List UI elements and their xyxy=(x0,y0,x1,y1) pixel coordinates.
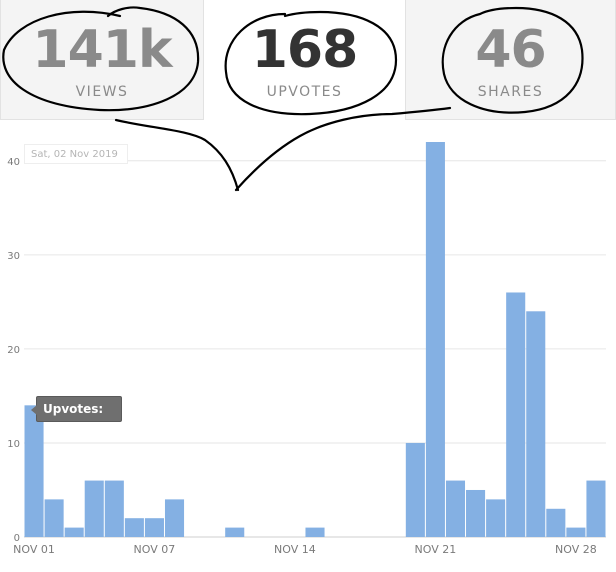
x-tick-label: NOV 21 xyxy=(415,543,457,556)
y-tick-label: 0 xyxy=(14,533,20,544)
upvotes-label: UPVOTES xyxy=(266,84,343,100)
shares-label: SHARES xyxy=(477,84,544,100)
bar-nov-08[interactable] xyxy=(164,499,185,537)
bar-nov-06[interactable] xyxy=(124,518,144,537)
y-tick-label: 30 xyxy=(7,251,20,262)
bar-nov-28[interactable] xyxy=(566,527,586,537)
bar-nov-01[interactable] xyxy=(24,405,44,537)
bar-nov-04[interactable] xyxy=(84,480,104,537)
upvotes-stat-card[interactable]: 168 UPVOTES xyxy=(204,0,405,120)
x-tick-label: NOV 28 xyxy=(555,543,597,556)
shares-stat-card[interactable]: 46 SHARES xyxy=(405,0,616,120)
y-tick-label: 20 xyxy=(7,345,20,356)
bar-nov-05[interactable] xyxy=(104,480,124,537)
views-count: 141k xyxy=(32,20,172,80)
bar-nov-07[interactable] xyxy=(144,518,164,537)
bar-nov-21[interactable] xyxy=(425,142,445,537)
bar-nov-26[interactable] xyxy=(526,311,546,537)
bar-nov-22[interactable] xyxy=(445,480,466,537)
upvotes-bar-chart: 0 10 20 30 40 NOV 01 NOV 07 NOV 14 NOV 21 NOV 28 xyxy=(7,142,606,556)
bar-nov-27[interactable] xyxy=(546,508,566,537)
shares-count: 46 xyxy=(475,20,546,80)
bar-nov-11[interactable] xyxy=(225,527,245,537)
x-tick-label: NOV 07 xyxy=(134,543,176,556)
bar-nov-25[interactable] xyxy=(506,292,526,537)
bar-nov-15[interactable] xyxy=(305,527,325,537)
bar-nov-29[interactable] xyxy=(586,480,606,537)
y-axis: 0 10 20 30 40 xyxy=(7,157,20,544)
bar-tooltip: Upvotes: 14 xyxy=(31,396,122,440)
bar-nov-20[interactable] xyxy=(405,442,425,537)
bar-nov-23[interactable] xyxy=(466,489,486,537)
x-tick-label: NOV 14 xyxy=(274,543,316,556)
chart-bars xyxy=(24,142,606,537)
upvotes-count: 168 xyxy=(251,20,359,80)
stats-bar: 141k VIEWS 168 UPVOTES 46 SHARES xyxy=(0,0,616,122)
views-stat-card[interactable]: 141k VIEWS xyxy=(0,0,204,120)
hover-date-label: Sat, 02 Nov 2019 xyxy=(24,144,128,164)
x-axis: NOV 01 NOV 07 NOV 14 NOV 21 NOV 28 xyxy=(13,543,597,556)
bar-nov-24[interactable] xyxy=(486,499,506,537)
y-tick-label: 40 xyxy=(7,157,20,168)
x-tick-label: NOV 01 xyxy=(13,543,55,556)
y-tick-label: 10 xyxy=(7,439,20,450)
bar-nov-02[interactable] xyxy=(44,499,64,537)
bar-nov-03[interactable] xyxy=(64,527,84,537)
views-label: VIEWS xyxy=(75,84,129,100)
